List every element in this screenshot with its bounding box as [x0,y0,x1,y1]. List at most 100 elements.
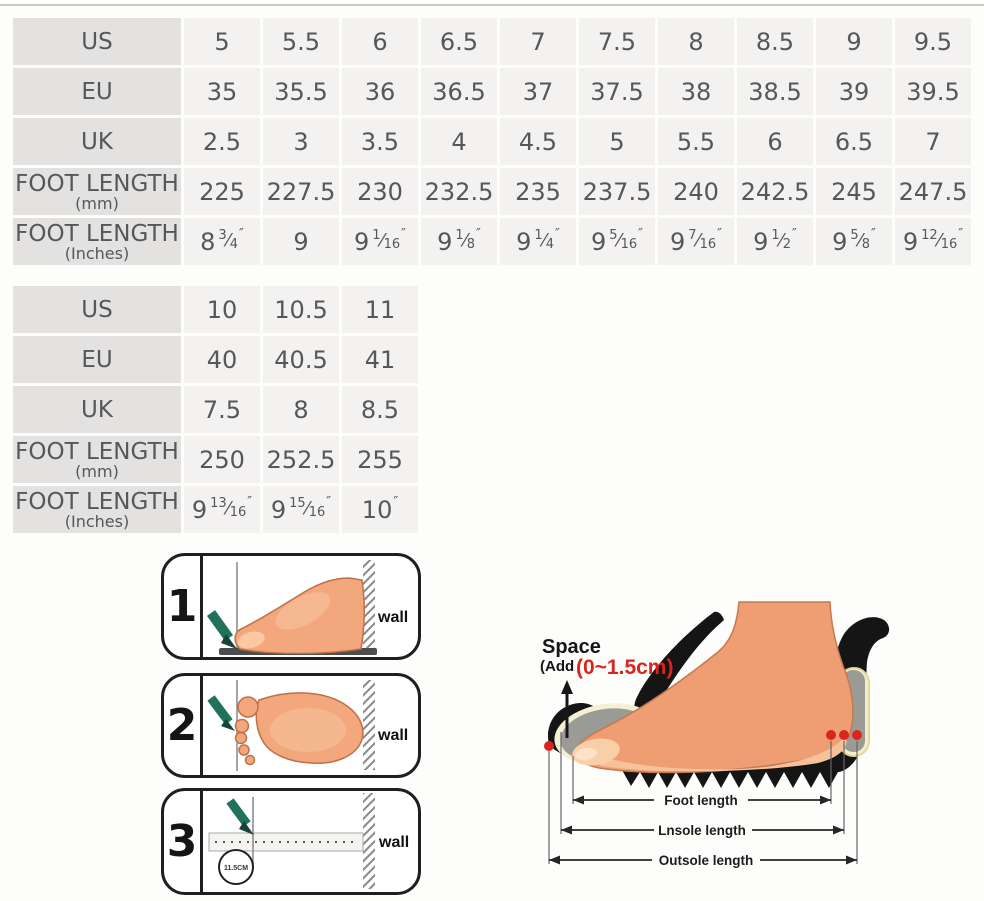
size-cell: 39.5 [895,68,971,115]
measurement-circle: 11.5CM [218,849,254,885]
size-cell: 5.5 [658,118,734,165]
size-cell: 250 [184,436,260,483]
size-cell: 7 [500,18,576,65]
size-cell: 39 [816,68,892,115]
size-cell: 10 ″ [342,486,418,533]
space-add-value: (0~1.5cm) [576,656,673,679]
size-cell: 3 [263,118,339,165]
measure-step-3: 3 11.5CM wall [161,788,421,895]
step-2-illustration: wall [207,680,408,771]
size-cell: 38 [658,68,734,115]
size-table-us-10-to-11: US 10 10.5 11 EU 40 40.5 41 UK 7.5 8 8.5 FOOT LENGTH… [13,286,418,533]
measure-step-2: 2 wall [161,673,421,778]
wall-label: wall [378,834,409,851]
footprint-illustration [234,692,364,766]
size-cell: 37 [500,68,576,115]
size-cell: 9 1 ⁄ 8 ″ [421,218,497,265]
size-cell: 9 [816,18,892,65]
foot-measurement-diagram: Foot length Lnsole length Outsole length… [540,601,890,868]
size-row-label: FOOT LENGTH (Inches) [13,486,181,533]
pencil-icon [206,610,237,649]
dimension-guides [548,732,858,864]
size-cell: 9 5 ⁄ 8 ″ [816,218,892,265]
size-cell: 8 [263,386,339,433]
wall-hatch [363,560,375,652]
size-cell: 5.5 [263,18,339,65]
size-cell: 9 15 ⁄ 16 ″ [263,486,339,533]
foot-length-label: Foot length [664,793,737,808]
size-cell: 232.5 [421,168,497,215]
size-cell: 9 [263,218,339,265]
size-cell: 255 [342,436,418,483]
size-cell: 7 [895,118,971,165]
space-label: Space [542,636,601,658]
size-cell: 5 [579,118,655,165]
size-cell: 225 [184,168,260,215]
space-annotation: Space (Add (0~1.5cm) [540,636,673,738]
size-cell: 8.5 [737,18,813,65]
space-arrow-head [561,680,573,694]
ruler-measurement-label: 11.5CM [224,865,248,872]
space-add-prefix: (Add [540,658,574,675]
size-cell: 247.5 [895,168,971,215]
size-cell: 237.5 [579,168,655,215]
size-row-label: FOOT LENGTH (mm) [13,168,181,215]
size-cell: 9 13 ⁄ 16 ″ [184,486,260,533]
size-cell: 9 1 ⁄ 2 ″ [737,218,813,265]
side-foot-illustration [234,577,365,655]
size-cell: 10 [184,286,260,333]
size-cell: 35 [184,68,260,115]
size-row-label: US [13,18,181,65]
size-cell: 8 [658,18,734,65]
step-1-illustration: wall [206,560,408,655]
ruler-illustration [208,832,364,852]
pencil-icon [207,695,235,731]
size-cell: 6.5 [816,118,892,165]
size-row-label: EU [13,336,181,383]
wall-hatch [363,680,375,770]
step-3-number: 3 [164,791,203,892]
size-cell: 9 1 ⁄ 4 ″ [500,218,576,265]
step-2-number: 2 [164,676,203,775]
size-cell: 41 [342,336,418,383]
dimension-foot-length: Foot length [573,793,831,808]
insole-length-label: Lnsole length [658,823,746,838]
size-cell: 37.5 [579,68,655,115]
size-cell: 9 1 ⁄ 16 ″ [342,218,418,265]
size-cell: 240 [658,168,734,215]
dimension-insole-length: Lnsole length [561,823,844,838]
size-cell: 235 [500,168,576,215]
size-cell: 2.5 [184,118,260,165]
pencil-icon [226,798,254,835]
dimension-outsole-length: Outsole length [549,853,857,868]
step-3-illustration: 11.5CM wall [208,793,409,889]
step-1-number: 1 [164,556,203,657]
size-cell: 227.5 [263,168,339,215]
size-cell: 6 [737,118,813,165]
size-cell: 9 5 ⁄ 16 ″ [579,218,655,265]
size-cell: 252.5 [263,436,339,483]
size-row-label: FOOT LENGTH (mm) [13,436,181,483]
wall-label: wall [377,609,408,626]
size-cell: 40 [184,336,260,383]
size-cell: 242.5 [737,168,813,215]
size-cell: 7.5 [579,18,655,65]
size-cell: 10.5 [263,286,339,333]
size-cell: 8.5 [342,386,418,433]
size-cell: 6.5 [421,18,497,65]
size-table-us-5-to-9-5: US 5 5.5 6 6.5 7 7.5 8 8.5 9 9.5 EU 35 35.5 36 36.5 37 37… [13,18,971,265]
size-cell: 5 [184,18,260,65]
size-cell: 11 [342,286,418,333]
size-cell: 3.5 [342,118,418,165]
size-row-label: UK [13,118,181,165]
measure-step-1: 1 wall [161,553,421,660]
size-cell: 9.5 [895,18,971,65]
size-cell: 36 [342,68,418,115]
foot-shape [572,601,854,774]
size-row-label: US [13,286,181,333]
wall-label: wall [377,727,408,744]
top-divider-line [0,4,984,6]
size-cell: 4.5 [500,118,576,165]
size-cell: 4 [421,118,497,165]
